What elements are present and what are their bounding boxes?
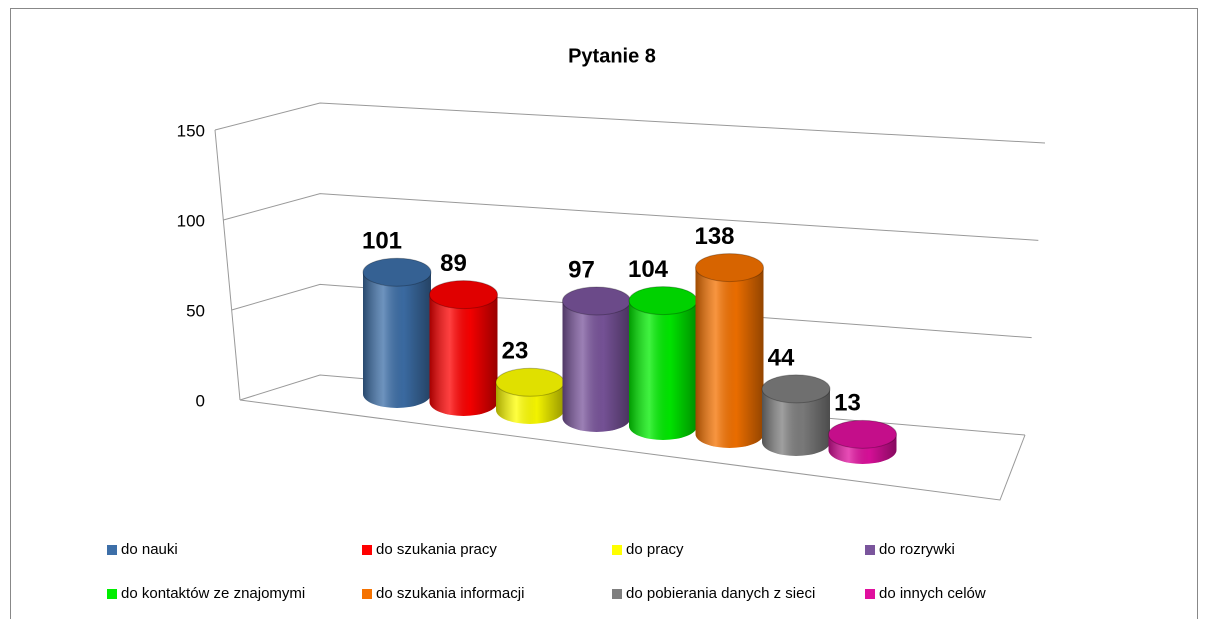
- value-label: 97: [568, 256, 595, 283]
- grid-line: [231, 283, 1032, 339]
- bar-top-shade: [363, 258, 431, 287]
- legend-label: do innych celów: [879, 585, 986, 602]
- bar-top-shade: [496, 368, 564, 397]
- legend-swatch: [362, 545, 372, 555]
- y-axis: [214, 129, 241, 401]
- bar-shade: [695, 267, 764, 448]
- legend-label: do nauki: [121, 541, 178, 558]
- bar-top-shade: [762, 374, 830, 403]
- value-label: 23: [502, 338, 529, 365]
- bar-shade: [629, 300, 697, 440]
- y-tick-label: 150: [177, 121, 205, 140]
- bar-shade: [562, 301, 631, 432]
- legend-swatch: [612, 589, 622, 599]
- bar-top: [828, 419, 897, 449]
- y-tick-label: 50: [186, 301, 205, 320]
- bar-shade: [762, 388, 830, 456]
- legend-swatch: [865, 589, 875, 599]
- bar-top-shade: [828, 420, 897, 449]
- legend-label: do kontaktów ze znajomymi: [121, 585, 305, 602]
- legend-label: do pobierania danych z sieci: [626, 585, 815, 602]
- y-tick-label: 100: [177, 211, 205, 230]
- bar-top: [362, 257, 432, 287]
- grid-line: [214, 102, 1046, 144]
- value-label: 138: [694, 223, 734, 250]
- chart-title: Pytanie 8: [568, 45, 656, 67]
- value-label: 101: [362, 228, 402, 255]
- legend-label: do szukania informacji: [376, 585, 524, 602]
- bar-top: [761, 374, 831, 404]
- value-label: 13: [834, 390, 861, 417]
- legend-swatch: [107, 545, 117, 555]
- legend-swatch: [612, 545, 622, 555]
- legend-label: do szukania pracy: [376, 541, 497, 558]
- legend-swatch: [362, 589, 372, 599]
- bar-top-shade: [562, 287, 631, 316]
- bar-top: [695, 253, 764, 283]
- grid-line: [223, 193, 1039, 241]
- bar-top-shade: [629, 286, 697, 315]
- bar-shade: [429, 294, 498, 416]
- bar-top-shade: [429, 280, 498, 309]
- value-label: 89: [440, 250, 467, 277]
- value-label: 104: [628, 256, 669, 283]
- bar-top-shade: [695, 253, 764, 282]
- floor-edge: [239, 399, 1026, 501]
- bar-shade: [363, 272, 431, 408]
- value-label: 44: [768, 344, 795, 371]
- bar-top: [429, 280, 498, 310]
- legend-label: do pracy: [626, 541, 684, 558]
- legend-swatch: [107, 589, 117, 599]
- legend-label: do rozrywki: [879, 541, 955, 558]
- y-tick-label: 0: [196, 391, 205, 410]
- legend-swatch: [865, 545, 875, 555]
